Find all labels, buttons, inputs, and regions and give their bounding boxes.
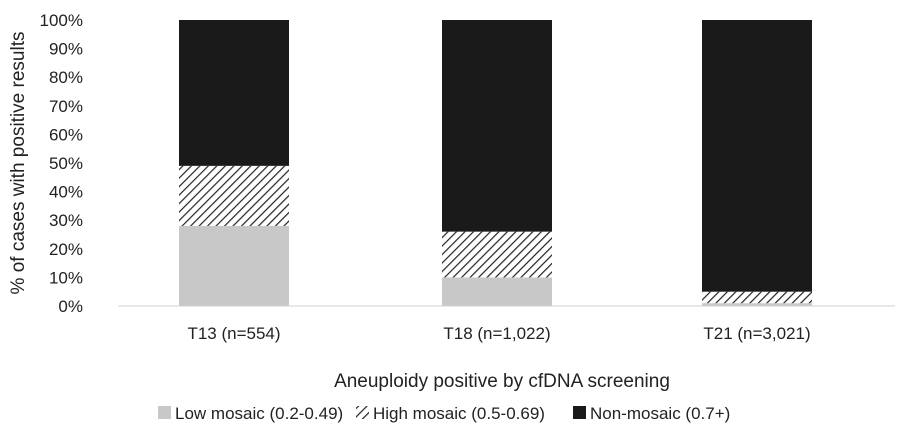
legend-label-2: High mosaic (0.5-0.69) <box>373 404 545 423</box>
y-tick-label: 70% <box>49 97 83 116</box>
y-tick-label: 10% <box>49 268 83 287</box>
x-tick-label: T21 (n=3,021) <box>703 324 810 343</box>
legend-label-3: Non-mosaic (0.7+) <box>590 404 730 423</box>
y-axis-title: % of cases with positive results <box>8 32 29 295</box>
bar-segment-3 <box>702 20 812 292</box>
bar-segment-2 <box>702 291 812 304</box>
y-tick-label: 100% <box>40 11 83 30</box>
y-tick-label: 90% <box>49 40 83 59</box>
bar-segment-1 <box>179 225 289 306</box>
x-tick-label: T18 (n=1,022) <box>443 324 550 343</box>
bar-segment-1 <box>702 303 812 306</box>
legend-label-1: Low mosaic (0.2-0.49) <box>175 404 343 423</box>
bar-segment-1 <box>442 277 552 306</box>
legend: Low mosaic (0.2-0.49) High mosaic (0.5-0.… <box>158 404 730 423</box>
legend-swatch-2 <box>356 406 369 419</box>
bar-segment-3 <box>442 20 552 232</box>
bars <box>179 20 812 306</box>
y-tick-label: 30% <box>49 211 83 230</box>
y-axis: 0% 10% 20% 30% 40% 50% 60% 70% 80% 90% 100% <box>40 11 83 316</box>
y-tick-label: 0% <box>58 297 83 316</box>
legend-swatch-1 <box>158 406 171 419</box>
bar-segment-3 <box>179 20 289 166</box>
x-tick-label: T13 (n=554) <box>187 324 280 343</box>
x-axis: T13 (n=554) T18 (n=1,022) T21 (n=3,021) <box>187 324 810 343</box>
y-tick-label: 20% <box>49 240 83 259</box>
y-tick-label: 60% <box>49 125 83 144</box>
y-tick-label: 50% <box>49 154 83 173</box>
x-axis-title: Aneuploidy positive by cfDNA screening <box>334 371 670 392</box>
bar-segment-2 <box>179 165 289 226</box>
y-tick-label: 80% <box>49 68 83 87</box>
legend-swatch-3 <box>573 406 586 419</box>
bar-segment-2 <box>442 231 552 278</box>
y-tick-label: 40% <box>49 183 83 202</box>
